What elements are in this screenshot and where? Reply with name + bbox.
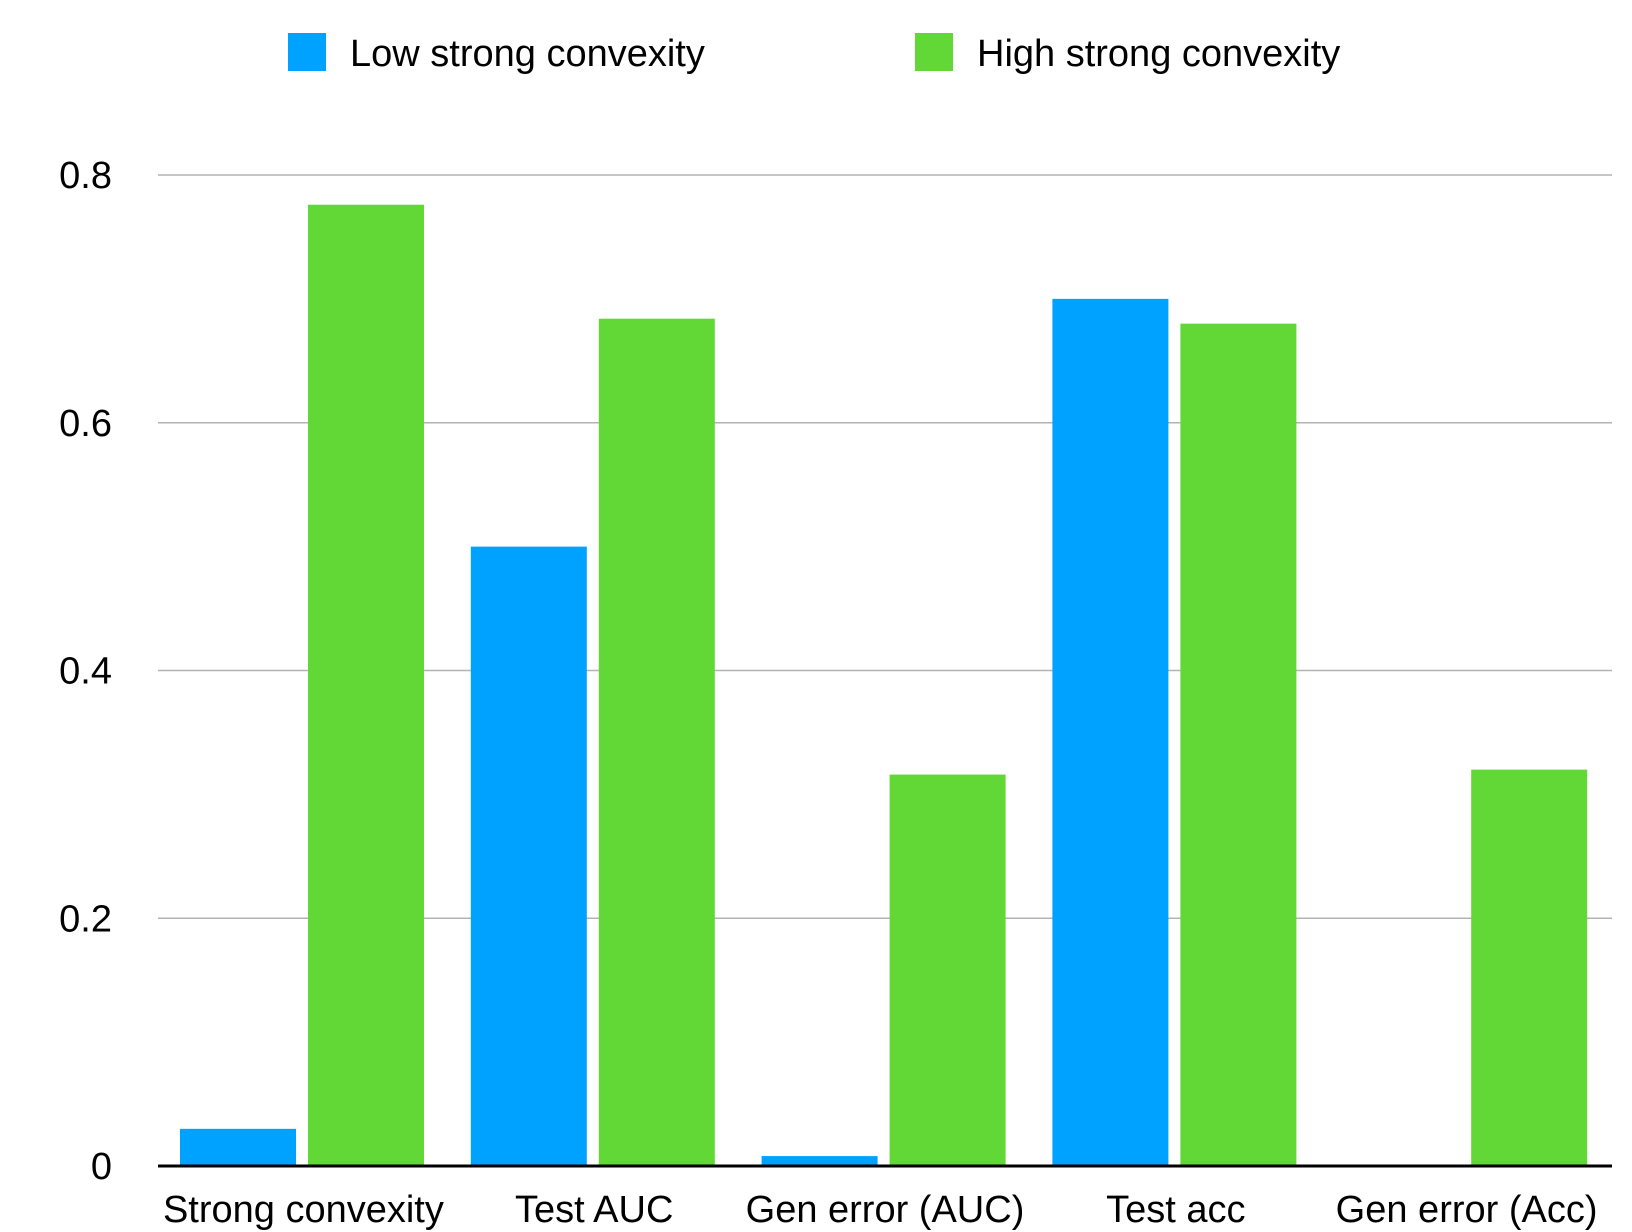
legend-swatch [915,33,953,71]
x-tick-label: Gen error (Acc) [1336,1189,1598,1231]
x-tick-label: Test acc [1106,1189,1245,1231]
bar-low-0 [180,1128,296,1166]
x-axis: Strong convexity Test AUC Gen error (AUC) T… [158,1164,1612,1231]
x-tick-label: Strong convexity [163,1189,444,1231]
x-tick-label: Test AUC [515,1189,673,1231]
y-tick-label: 0.2 [59,898,112,940]
bars [180,204,1588,1167]
bar-low-3 [1052,298,1169,1166]
legend: Low strong convexity High strong convexit… [288,33,1340,75]
legend-label: High strong convexity [977,33,1340,75]
y-tick-label: 0 [91,1146,112,1188]
bar-high-4 [1471,769,1588,1166]
x-tick-label: Gen error (AUC) [746,1189,1025,1231]
bar-low-2 [761,1156,878,1166]
y-tick-label: 0.4 [59,651,112,693]
legend-swatch [288,33,326,71]
bar-low-1 [470,546,587,1166]
bar-high-0 [308,204,424,1167]
bar-high-1 [598,318,715,1166]
bar-high-3 [1180,323,1297,1166]
bar-high-2 [889,774,1006,1166]
legend-label: Low strong convexity [350,33,705,75]
y-tick-label: 0.8 [59,155,112,197]
y-axis: 0 0.2 0.4 0.6 0.8 [59,155,112,1188]
y-tick-label: 0.6 [59,403,112,445]
